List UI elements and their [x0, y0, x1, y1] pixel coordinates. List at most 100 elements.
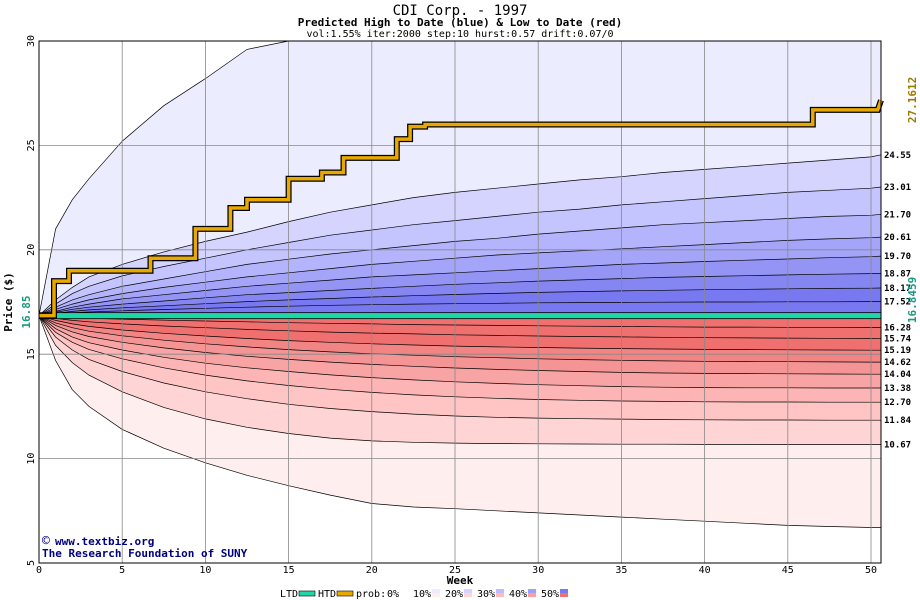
- legend-swatch-red-2: [464, 593, 472, 597]
- ltd-band-1: [39, 315, 881, 339]
- ltd-band-7: [39, 315, 881, 421]
- credit-symbol: ©: [42, 534, 50, 549]
- legend-swatch-red-4: [528, 593, 536, 597]
- legend-prob-items: 0% 10% 20% 30% 40% 50%: [387, 589, 568, 600]
- ltd-line: [38, 312, 882, 320]
- legend-swatch-blue-5: [560, 589, 568, 593]
- htd-band-5: [39, 256, 881, 316]
- series-lines: [38, 99, 884, 320]
- band-line-7: [38, 287, 882, 316]
- legend-prob-label-4: 40%: [509, 589, 527, 600]
- x-tick-15: 15: [283, 565, 295, 576]
- legend-ltd-label: LTD: [280, 589, 298, 600]
- y-tick-15: 15: [26, 348, 37, 360]
- x-axis-label: Week: [447, 574, 474, 587]
- band-value-label-10: 15.74: [884, 335, 912, 345]
- htd-band-2: [39, 187, 881, 316]
- x-tick-45: 45: [782, 565, 794, 576]
- band-line-15: [38, 315, 881, 403]
- band-line-2: [38, 186, 882, 316]
- ltd-band-8: [39, 315, 881, 445]
- y-tick-25: 25: [26, 139, 37, 151]
- y-tick-5: 5: [26, 560, 37, 566]
- band-value-label-8: 17.52: [884, 298, 911, 308]
- y-axis-ticks: 5 10 15 20 25 30: [26, 35, 37, 566]
- x-tick-40: 40: [699, 565, 711, 576]
- legend-prob-label-3: 30%: [477, 589, 495, 600]
- band-line-18: [38, 315, 881, 528]
- x-tick-30: 30: [532, 565, 544, 576]
- band-line-11: [38, 315, 881, 351]
- htd-band-4: [39, 237, 881, 316]
- band-line-1: [38, 154, 882, 316]
- band-value-label-2: 23.01: [884, 183, 911, 193]
- band-value-label-17: 10.67: [884, 441, 911, 451]
- probability-bands: [39, 41, 881, 563]
- y-axis-label: Price ($): [2, 272, 15, 332]
- x-tick-20: 20: [366, 565, 378, 576]
- x-tick-50: 50: [865, 565, 877, 576]
- band-line-5: [38, 255, 882, 316]
- band-value-label-9: 16.28: [884, 323, 911, 333]
- legend-swatch-blue-2: [464, 589, 472, 593]
- htd-band-8: [39, 301, 881, 316]
- legend-prob-label: prob:: [356, 589, 386, 600]
- ltd-end-label: 16.8459: [906, 277, 919, 323]
- chart-subtitle: Predicted High to Date (blue) & Low to D…: [298, 16, 623, 29]
- legend-prob-label-1: 10%: [413, 589, 431, 600]
- legend-swatch-red-3: [496, 593, 504, 597]
- x-tick-0: 0: [36, 565, 42, 576]
- x-tick-10: 10: [199, 565, 211, 576]
- legend-prob-label-5: 50%: [541, 589, 559, 600]
- htd-band-0: [39, 41, 881, 316]
- x-tick-35: 35: [615, 565, 627, 576]
- legend-swatch-blue-3: [496, 589, 504, 593]
- legend-ltd-swatch: [298, 590, 316, 597]
- band-line-4: [38, 236, 882, 316]
- band-value-label-12: 14.62: [884, 358, 911, 368]
- ltd-band-2: [39, 315, 881, 351]
- band-line-8: [38, 301, 881, 316]
- htd-band-1: [39, 154, 881, 316]
- band-line-16: [38, 315, 881, 421]
- band-value-label-7: 18.17: [884, 284, 911, 294]
- band-value-label-6: 18.87: [884, 269, 911, 279]
- band-line-12: [38, 315, 881, 363]
- legend-swatch-blue-4: [528, 589, 536, 593]
- plot-frame: [38, 40, 882, 564]
- legend-htd-label: HTD: [318, 589, 336, 600]
- legend-swatch-blue-1: [432, 589, 440, 593]
- ltd-band-5: [39, 315, 881, 388]
- x-axis-ticks: 0 5 10 15 20 25 30 35 40 45 50: [36, 565, 877, 576]
- band-value-label-3: 21.70: [884, 210, 911, 220]
- band-value-label-13: 14.04: [884, 370, 912, 380]
- y-tick-10: 10: [26, 453, 37, 465]
- ltd-band-6: [39, 315, 881, 403]
- x-tick-5: 5: [119, 565, 125, 576]
- band-value-labels: 27.2624.5523.0121.7020.6119.7018.8718.17…: [884, 151, 912, 451]
- y-tick-20: 20: [26, 244, 37, 256]
- band-value-label-11: 15.19: [884, 346, 911, 356]
- chart-title: CDI Corp. - 1997: [393, 3, 528, 19]
- credit-line-1: www.textbiz.org: [55, 535, 154, 548]
- ltd-band-4: [39, 315, 881, 375]
- legend-prob-label-0: 0%: [387, 589, 399, 600]
- band-line-6: [38, 273, 882, 316]
- ltd-band-9: [39, 315, 881, 528]
- band-value-label-16: 11.84: [884, 416, 912, 426]
- band-line-17: [38, 315, 881, 445]
- band-line-10: [38, 315, 882, 340]
- band-value-label-5: 19.70: [884, 252, 911, 262]
- htd-band-6: [39, 273, 881, 316]
- htd-band-3: [39, 214, 881, 316]
- band-value-label-1: 24.55: [884, 151, 911, 161]
- band-value-label-14: 13.38: [884, 384, 911, 394]
- legend-swatch-blue-0: [400, 589, 408, 593]
- chart-params: vol:1.55% iter:2000 step:10 hurst:0.57 d…: [306, 29, 613, 40]
- legend: LTD HTD prob: 0% 10% 20% 30% 40% 50%: [280, 589, 568, 600]
- legend-swatch-red-1: [432, 593, 440, 597]
- htd-band-7: [39, 288, 881, 316]
- x-tick-25: 25: [449, 565, 461, 576]
- band-line-13: [38, 315, 881, 375]
